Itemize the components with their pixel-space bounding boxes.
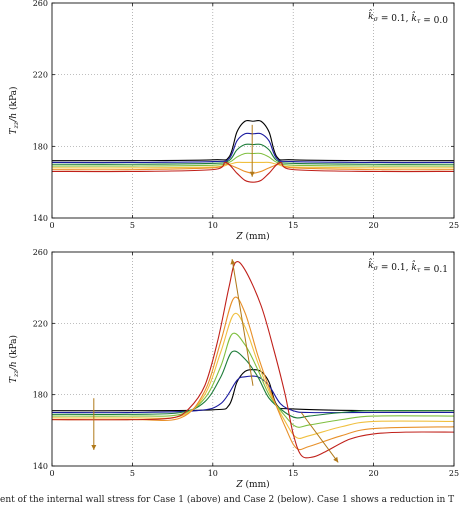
x-axis-label: Z (mm) [235, 231, 269, 242]
trend-arrowhead-1 [230, 259, 236, 265]
series-line-3 [51, 332, 455, 428]
series-line-2 [51, 350, 455, 419]
axes-frame [51, 2, 455, 219]
y-tick-label: 260 [33, 248, 48, 257]
x-tick-label: 5 [130, 469, 135, 478]
y-tick-label: 220 [33, 71, 48, 80]
y-tick-label: 180 [33, 391, 48, 400]
x-tick-label: 10 [208, 221, 218, 230]
trend-arrowhead-2 [333, 456, 339, 463]
parameter-annotation: k̂σ = 0.1, k̂τ = 0.0 [368, 9, 448, 26]
bottom-panel: 0 5 10 15 20 25 140 180 220 260 Z (mm) Tzz/h (kPa) k… [8, 248, 459, 490]
y-tick-label: 140 [33, 462, 48, 471]
series-line-3 [51, 152, 455, 167]
series-line-4 [51, 312, 455, 439]
series-line-6 [51, 161, 455, 183]
series-line-4 [51, 161, 455, 169]
x-tick-label: 5 [130, 221, 135, 230]
x-tick-label: 10 [208, 469, 218, 478]
series-line-2 [51, 143, 455, 165]
series-line-6 [51, 261, 455, 459]
series-line-1 [51, 132, 455, 164]
figure: 0 5 10 15 20 25 140 180 220 260 Z (mm) Tzz/h (kPa) k… [8, 0, 459, 490]
series-line-0 [51, 119, 455, 162]
trend-arrow-1 [231, 259, 254, 386]
x-tick-label: 15 [288, 469, 298, 478]
y-tick-label: 220 [33, 319, 48, 328]
y-tick-label: 180 [33, 142, 48, 151]
y-axis-label: Tzz/h (kPa) [8, 335, 20, 383]
axes-frame [51, 251, 455, 467]
x-tick-label: 20 [369, 221, 379, 230]
x-tick-label: 0 [49, 221, 54, 230]
x-axis-label: Z (mm) [235, 479, 269, 490]
x-tick-label: 20 [369, 469, 379, 478]
parameter-annotation: k̂σ = 0.1, k̂τ = 0.1 [368, 258, 448, 275]
x-tick-label: 15 [288, 221, 298, 230]
figure-caption: ent of the internal wall stress for Case… [0, 495, 455, 505]
x-tick-label: 25 [449, 469, 459, 478]
y-tick-label: 260 [33, 0, 48, 8]
top-panel: 0 5 10 15 20 25 140 180 220 260 Z (mm) Tzz/h (kPa) k… [8, 0, 459, 242]
y-tick-label: 140 [33, 214, 48, 223]
trend-arrow-2 [300, 412, 339, 463]
trend-arrowhead-0 [91, 444, 97, 450]
x-tick-label: 25 [449, 221, 459, 230]
x-tick-label: 0 [49, 469, 54, 478]
series-line-5 [51, 296, 455, 451]
y-axis-label: Tzz/h (kPa) [8, 86, 20, 134]
trend-arrowhead-0 [249, 171, 255, 177]
